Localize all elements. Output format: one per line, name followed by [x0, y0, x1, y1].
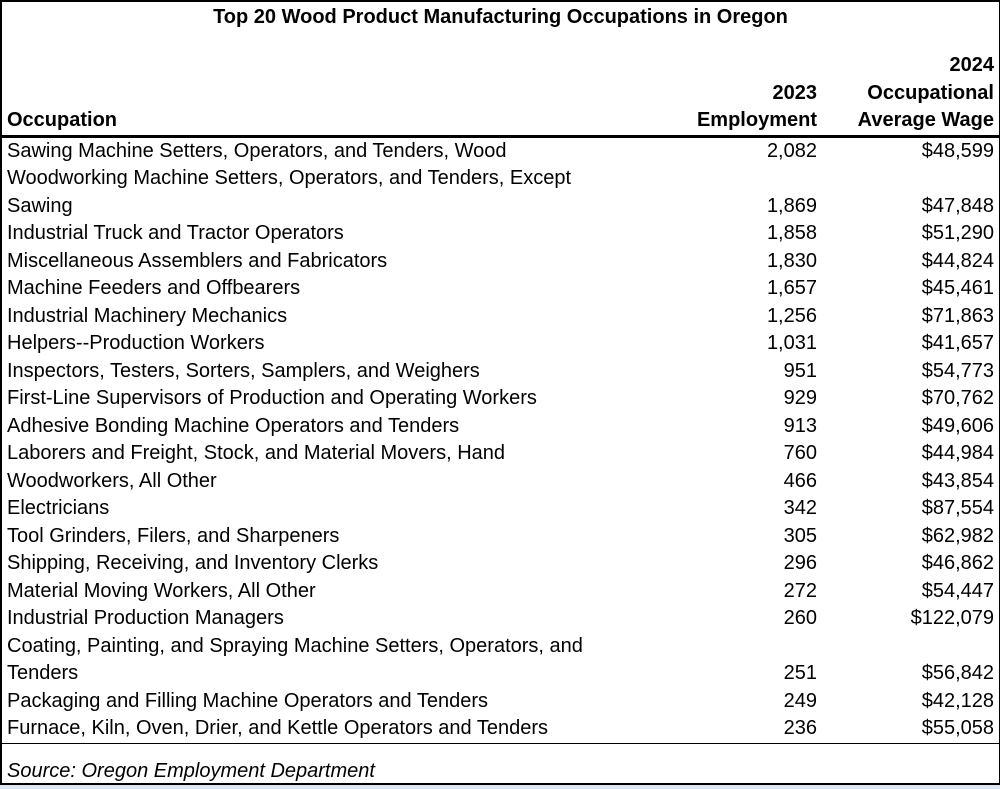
table-row: Adhesive Bonding Machine Operators and T… [2, 413, 999, 441]
cell-wage: $42,128 [921, 689, 994, 712]
cell-wage: $87,554 [921, 497, 994, 519]
cell-employment: 342 [783, 497, 817, 519]
cell-occupation: Woodworking Machine Setters, Operators, … [7, 167, 571, 217]
table-body: Sawing Machine Setters, Operators, and T… [2, 136, 999, 744]
cell-employment: 2,082 [766, 139, 817, 162]
cell-employment: 236 [652, 715, 822, 744]
table-row: Helpers--Production Workers 1,031 $41,65… [2, 330, 999, 358]
table-row: Material Moving Workers, All Other 272 $… [2, 578, 999, 606]
cell-occupation: Industrial Production Managers [7, 607, 284, 629]
cell-employment: 929 [783, 387, 817, 409]
cell-employment: 1,031 [766, 332, 817, 354]
table-row: Inspectors, Testers, Sorters, Samplers, … [2, 358, 999, 386]
cell-wage: $44,824 [921, 249, 994, 272]
cell-occupation: Shipping, Receiving, and Inventory Clerk… [7, 552, 379, 574]
table-row: Electricians 342 $87,554 [2, 495, 999, 523]
cell-occupation: Woodworkers, All Other [7, 469, 217, 492]
table-row: Industrial Machinery Mechanics 1,256 $71… [2, 303, 999, 331]
table-row: Miscellaneous Assemblers and Fabricators… [2, 248, 999, 276]
table-row: Shipping, Receiving, and Inventory Clerk… [2, 550, 999, 578]
table-row: Furnace, Kiln, Oven, Drier, and Kettle O… [2, 715, 999, 744]
cell-employment: 466 [783, 469, 817, 492]
header-row: Occupation 2023 Employment 2024 Occupati… [2, 32, 999, 138]
cell-wage: $49,606 [921, 414, 994, 437]
cell-occupation: Adhesive Bonding Machine Operators and T… [7, 414, 460, 437]
cell-employment: 251 [783, 662, 817, 684]
cell-wage: $70,762 [921, 387, 994, 409]
cell-occupation: Sawing Machine Setters, Operators, and T… [7, 139, 507, 162]
cell-wage: $45,461 [921, 277, 994, 299]
table-row: Industrial Production Managers 260 $122,… [2, 605, 999, 633]
cell-wage: $55,058 [822, 715, 999, 744]
cell-employment: 1,830 [766, 249, 817, 272]
cell-employment: 1,657 [766, 277, 817, 299]
column-header-employment: 2023 Employment [652, 32, 822, 138]
cell-employment: 296 [783, 552, 817, 574]
cell-employment: 1,858 [766, 222, 817, 244]
table-row: Industrial Truck and Tractor Operators 1… [2, 220, 999, 248]
cell-occupation: Inspectors, Testers, Sorters, Samplers, … [7, 359, 480, 382]
source-note: Source: Oregon Employment Department [7, 759, 375, 782]
cell-employment: 1,869 [766, 194, 817, 217]
cell-occupation: Machine Feeders and Offbearers [7, 277, 301, 299]
table-row: Sawing Machine Setters, Operators, and T… [2, 136, 999, 165]
cell-employment: 951 [783, 359, 817, 382]
cell-employment: 249 [783, 689, 817, 712]
table-row: Woodworking Machine Setters, Operators, … [2, 165, 999, 220]
table-row: Laborers and Freight, Stock, and Materia… [2, 440, 999, 468]
cell-occupation: Packaging and Filling Machine Operators … [7, 689, 489, 712]
table-row: First-Line Supervisors of Production and… [2, 385, 999, 413]
cell-occupation: First-Line Supervisors of Production and… [7, 387, 537, 409]
table-title: Top 20 Wood Product Manufacturing Occupa… [213, 6, 788, 28]
cell-occupation: Miscellaneous Assemblers and Fabricators [7, 249, 388, 272]
cell-wage: $51,290 [921, 222, 994, 244]
cell-wage: $41,657 [921, 332, 994, 354]
cell-wage: $62,982 [921, 524, 994, 547]
occupations-table: Occupation 2023 Employment 2024 Occupati… [2, 32, 999, 744]
cell-employment: 272 [783, 579, 817, 602]
cell-wage: $56,842 [921, 662, 994, 684]
cell-occupation: Industrial Machinery Mechanics [7, 304, 288, 327]
table-row: Woodworkers, All Other 466 $43,854 [2, 468, 999, 496]
cell-occupation: Electricians [7, 497, 110, 519]
cell-occupation: Furnace, Kiln, Oven, Drier, and Kettle O… [2, 715, 652, 744]
cell-wage: $54,447 [921, 579, 994, 602]
cell-occupation: Laborers and Freight, Stock, and Materia… [7, 442, 506, 464]
cell-occupation: Coating, Painting, and Spraying Machine … [7, 634, 583, 685]
cell-wage: $47,848 [921, 194, 994, 217]
cell-wage: $71,863 [921, 304, 994, 327]
table-row: Machine Feeders and Offbearers 1,657 $45… [2, 275, 999, 303]
cell-wage: $48,599 [921, 139, 994, 162]
cell-wage: $122,079 [910, 607, 994, 629]
table-row: Packaging and Filling Machine Operators … [2, 688, 999, 716]
table-row: Tool Grinders, Filers, and Sharpeners 30… [2, 523, 999, 551]
cell-employment: 260 [783, 607, 817, 629]
cell-wage: $43,854 [921, 469, 994, 492]
cell-occupation: Helpers--Production Workers [7, 332, 265, 354]
cell-wage: $46,862 [921, 552, 994, 574]
cell-occupation: Tool Grinders, Filers, and Sharpeners [7, 524, 340, 547]
column-header-average-wage: 2024 Occupational Average Wage [822, 32, 999, 138]
cell-employment: 1,256 [766, 304, 817, 327]
cell-wage: $54,773 [921, 359, 994, 382]
cell-employment: 760 [783, 442, 817, 464]
cell-occupation: Material Moving Workers, All Other [7, 579, 316, 602]
sheet-edge-strip [0, 785, 1000, 789]
cell-employment: 913 [783, 414, 817, 437]
table-row: Coating, Painting, and Spraying Machine … [2, 633, 999, 688]
cell-occupation: Industrial Truck and Tractor Operators [7, 222, 344, 244]
cell-wage: $44,984 [921, 442, 994, 464]
column-header-occupation: Occupation [2, 32, 652, 138]
cell-employment: 305 [783, 524, 817, 547]
